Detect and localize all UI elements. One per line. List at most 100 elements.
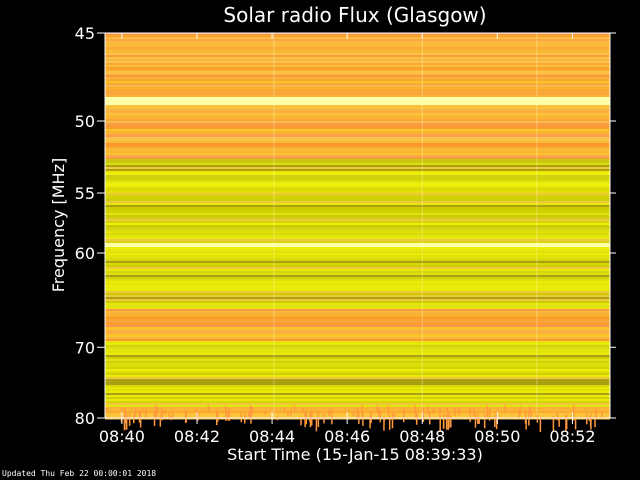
burst-mark: [525, 417, 527, 430]
burst-mark: [379, 410, 382, 423]
burst-mark: [352, 410, 355, 417]
burst-mark: [427, 406, 429, 414]
burst-mark: [171, 411, 174, 420]
burst-mark: [123, 415, 126, 431]
frequency-row: [105, 143, 610, 146]
frequency-row: [105, 227, 610, 230]
frequency-row: [105, 261, 610, 264]
burst-mark: [536, 414, 539, 423]
burst-mark: [141, 407, 144, 413]
burst-mark: [447, 415, 450, 430]
frequency-row: [105, 385, 610, 388]
frequency-row: [105, 45, 610, 48]
frequency-row: [105, 219, 610, 222]
frequency-row: [105, 279, 610, 282]
frequency-row: [105, 181, 610, 184]
burst-mark: [356, 407, 358, 419]
frequency-row: [105, 285, 610, 288]
burst-mark: [402, 407, 405, 423]
burst-mark: [105, 406, 108, 412]
frequency-row: [105, 381, 610, 384]
frequency-row: [105, 137, 610, 140]
frequency-row: [105, 271, 610, 274]
frequency-row: [105, 399, 610, 402]
burst-mark: [250, 410, 252, 424]
frequency-row: [105, 123, 610, 126]
frequency-row: [105, 53, 610, 56]
frequency-row: [105, 395, 610, 398]
frequency-row: [105, 303, 610, 306]
burst-mark: [225, 405, 227, 421]
frequency-row: [105, 353, 610, 356]
frequency-row: [105, 375, 610, 378]
frequency-row: [105, 345, 610, 348]
frequency-row: [105, 33, 610, 36]
burst-mark: [184, 410, 187, 424]
frequency-row: [105, 361, 610, 364]
burst-mark: [483, 413, 486, 429]
burst-mark: [414, 409, 417, 420]
burst-mark: [305, 410, 307, 425]
frequency-row: [105, 87, 610, 90]
frequency-row: [105, 99, 610, 102]
frequency-row: [105, 339, 610, 342]
frequency-row: [105, 205, 610, 208]
frequency-row: [105, 269, 610, 272]
frequency-row: [105, 35, 610, 38]
burst-mark: [595, 407, 597, 418]
frequency-row: [105, 251, 610, 254]
burst-mark: [369, 415, 371, 429]
burst-mark: [134, 411, 137, 418]
burst-mark: [132, 414, 135, 424]
burst-mark: [139, 413, 142, 428]
frequency-row: [105, 341, 610, 344]
frequency-row: [105, 183, 610, 186]
frequency-row: [105, 37, 610, 40]
frequency-row: [105, 177, 610, 180]
frequency-row: [105, 215, 610, 218]
frequency-row: [105, 357, 610, 360]
x-tick-label: 08:46: [324, 427, 370, 446]
frequency-row: [105, 247, 610, 250]
burst-mark: [552, 415, 555, 432]
frequency-row: [105, 49, 610, 52]
frequency-row: [105, 77, 610, 80]
burst-mark: [478, 417, 480, 425]
frequency-row: [105, 363, 610, 366]
frequency-row: [105, 229, 610, 232]
burst-mark: [264, 410, 266, 415]
burst-mark: [445, 414, 448, 430]
y-tick-label: 60: [75, 244, 95, 263]
burst-mark: [304, 413, 306, 428]
frequency-row: [105, 259, 610, 262]
frequency-row: [105, 401, 610, 404]
frequency-row: [105, 277, 610, 280]
frequency-row: [105, 109, 610, 112]
frequency-row: [105, 133, 610, 136]
frequency-row: [105, 335, 610, 338]
burst-mark: [439, 406, 441, 418]
frequency-row: [105, 293, 610, 296]
frequency-row: [105, 151, 610, 154]
frequency-row: [105, 157, 610, 160]
frequency-row: [105, 185, 610, 188]
burst-mark: [446, 407, 448, 412]
frequency-row: [105, 159, 610, 162]
burst-mark: [358, 410, 360, 424]
burst-mark: [128, 412, 131, 426]
frequency-row: [105, 351, 610, 354]
frequency-row: [105, 391, 610, 394]
frequency-row: [105, 47, 610, 50]
x-tick-label: 08:52: [549, 427, 595, 446]
frequency-row: [105, 85, 610, 88]
plot-frame: [104, 32, 611, 419]
y-axis: 45 50 55 60 70 80: [75, 24, 616, 428]
frequency-row: [105, 403, 610, 406]
frequency-row: [105, 405, 610, 408]
burst-mark: [586, 413, 588, 425]
frequency-row: [105, 121, 610, 124]
frequency-row: [105, 61, 610, 64]
frequency-row: [105, 171, 610, 174]
x-tick-label: 08:48: [399, 427, 445, 446]
burst-mark: [159, 414, 162, 427]
